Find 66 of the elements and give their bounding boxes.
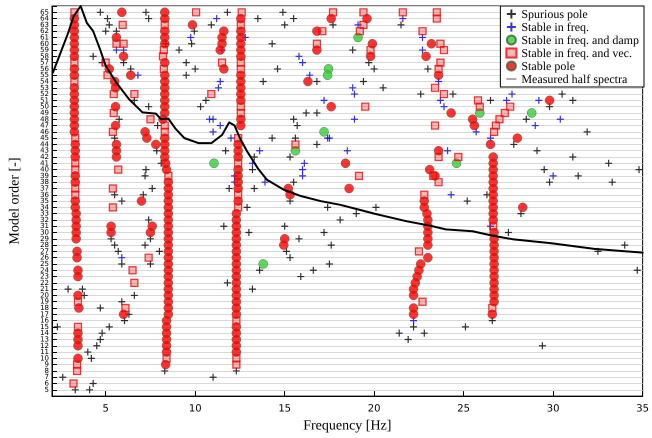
point: [486, 134, 495, 142]
legend-label: Stable in freq.: [521, 20, 590, 34]
point: [119, 46, 128, 54]
x-tick-label: 10: [188, 404, 202, 415]
point: [214, 84, 223, 92]
point: [186, 33, 195, 42]
x-tick-label: 35: [636, 404, 650, 415]
point: [398, 14, 407, 23]
point: [216, 121, 224, 130]
point: [409, 316, 418, 325]
point: [526, 108, 536, 118]
point: [320, 96, 328, 104]
legend-label: Measured half spectra: [521, 72, 628, 86]
point: [306, 71, 314, 80]
point: [531, 121, 540, 130]
point: [300, 159, 308, 168]
point: [260, 178, 270, 186]
point: [209, 158, 219, 168]
point: [443, 146, 452, 155]
point: [447, 190, 456, 199]
point: [319, 127, 329, 137]
point: [418, 46, 427, 54]
point: [298, 172, 307, 180]
point: [325, 134, 334, 142]
x-tick-label: 15: [278, 404, 292, 415]
point: [290, 146, 300, 156]
point: [475, 108, 485, 118]
point: [348, 84, 357, 92]
point: [298, 165, 307, 174]
point: [534, 96, 543, 104]
x-tick-label: 25: [457, 404, 470, 415]
point: [258, 259, 268, 269]
y-axis-title: Model order [-]: [8, 158, 22, 245]
point: [418, 33, 427, 42]
point: [434, 77, 443, 86]
point: [324, 134, 332, 142]
point: [549, 172, 558, 180]
point: [256, 146, 264, 155]
point: [343, 146, 352, 155]
legend-label: Stable in freq. and damp: [521, 33, 640, 47]
point: [226, 134, 236, 142]
point: [452, 158, 462, 168]
legend-label: Stable pole: [521, 59, 576, 73]
point: [556, 115, 564, 124]
point: [112, 46, 121, 54]
x-tick-label: 20: [368, 404, 381, 415]
point: [354, 20, 362, 29]
point: [118, 254, 126, 262]
point: [212, 14, 221, 23]
legend-label: Stable in freq. and vec.: [521, 46, 632, 60]
point: [208, 115, 218, 124]
x-tick-label: 30: [546, 404, 560, 415]
x-axis-title: Frequency [Hz]: [303, 418, 392, 434]
point: [134, 71, 142, 80]
point: [208, 128, 218, 136]
point: [350, 115, 359, 124]
legend-label: Spurious pole: [521, 7, 588, 21]
point: [216, 77, 224, 86]
point: [508, 90, 516, 98]
point: [502, 96, 511, 104]
point: [322, 70, 332, 80]
point: [486, 222, 495, 230]
point: [350, 90, 359, 98]
point: [472, 128, 480, 136]
point: [353, 32, 363, 42]
x-tick-label: 5: [102, 404, 109, 415]
